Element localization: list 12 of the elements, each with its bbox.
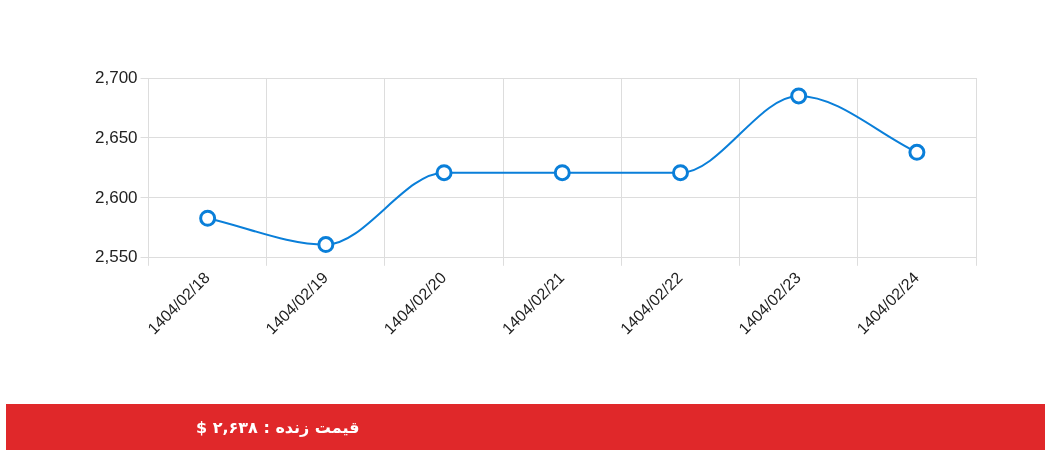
y-tick-label: 2,650 xyxy=(94,127,138,147)
point xyxy=(671,164,689,182)
point xyxy=(435,164,453,182)
point xyxy=(908,143,926,161)
text: قیمت زنده : ۲,۶۳۸ $ xyxy=(196,417,360,437)
y-tick-label: 2,600 xyxy=(94,187,138,207)
y-tick-label: 2,700 xyxy=(94,67,138,87)
y-tick-label: 2,550 xyxy=(94,247,138,267)
point xyxy=(317,236,335,254)
point xyxy=(199,209,217,227)
point xyxy=(553,164,571,182)
point xyxy=(790,87,808,105)
